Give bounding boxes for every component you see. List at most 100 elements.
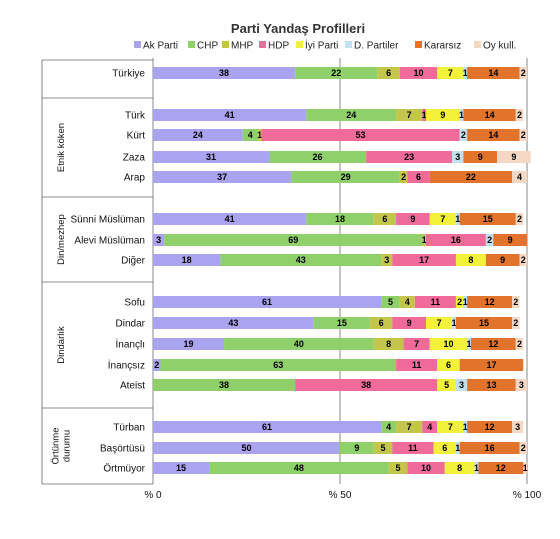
bar-value-label: 12: [485, 297, 495, 307]
bar-segment: [153, 254, 221, 266]
bar-segment: [153, 171, 292, 183]
bar-segment: [515, 338, 524, 350]
legend-swatch: [222, 41, 229, 48]
legend-swatch: [345, 41, 352, 48]
bar-segment: [291, 171, 400, 183]
bar-value-label: 7: [414, 339, 419, 349]
bar-segment: [429, 338, 468, 350]
bar-segment: [153, 462, 210, 474]
bar-segment: [455, 317, 513, 329]
row-label: Türk: [125, 111, 146, 122]
bar-value-label: 1: [467, 339, 472, 349]
bar-segment: [467, 296, 513, 308]
bar-value-label: 8: [468, 255, 473, 265]
bar-value-label: 2: [517, 214, 522, 224]
bar-value-label: 24: [193, 130, 203, 140]
bar-value-label: 11: [412, 360, 422, 370]
bar-segment: [459, 359, 524, 371]
bar-segment: [306, 109, 397, 121]
bar-segment: [429, 171, 513, 183]
bar-value-label: 18: [335, 214, 345, 224]
bar-segment: [153, 379, 296, 391]
bar-value-label: 14: [485, 110, 495, 120]
bar-segment: [373, 213, 397, 225]
x-axis-ticks: % 0 % 50 % 100: [144, 490, 541, 501]
bar-value-label: 15: [337, 318, 347, 328]
bar-segment: [459, 129, 468, 141]
bar-value-label: 17: [486, 360, 496, 370]
bar-value-label: 1: [455, 214, 460, 224]
bar-value-label: 1: [474, 463, 479, 473]
bar-value-label: 2: [517, 339, 522, 349]
bar-value-label: 5: [444, 380, 449, 390]
bar-segment: [313, 317, 370, 329]
bar-segment: [467, 379, 516, 391]
bar-value-label: 23: [404, 152, 414, 162]
bar-segment: [153, 296, 382, 308]
group-label: Etnik köken: [56, 123, 67, 172]
bar-value-label: 1: [422, 110, 427, 120]
bar-value-label: 12: [488, 339, 498, 349]
bar-value-label: 38: [219, 68, 229, 78]
bar-segment: [153, 442, 340, 454]
bar-segment: [242, 129, 258, 141]
bar-segment: [512, 421, 524, 433]
bar-segment: [407, 462, 445, 474]
row-label: Alevi Müslüman: [74, 236, 145, 247]
bar-value-label: 14: [488, 130, 498, 140]
bar-value-label: 1: [523, 463, 528, 473]
bar-value-label: 12: [485, 422, 495, 432]
bar-value-label: 31: [206, 152, 216, 162]
row-label: Türban: [113, 423, 145, 434]
bar-segment: [437, 379, 456, 391]
row-label: Ateist: [120, 381, 145, 392]
bar-segment: [455, 213, 460, 225]
bar-segment: [519, 129, 527, 141]
bar-segment: [515, 109, 524, 121]
bar-segment: [153, 67, 296, 79]
bar-value-label: 61: [262, 297, 272, 307]
bar-value-label: 41: [225, 110, 235, 120]
bar-segment: [373, 442, 393, 454]
bar-segment: [268, 151, 367, 163]
bar-segment: [392, 254, 456, 266]
row-label: Türkiye: [112, 69, 145, 80]
bar-value-label: 9: [511, 152, 516, 162]
bar-segment: [153, 151, 269, 163]
legend-swatch: [296, 41, 303, 48]
bar-value-label: 1: [257, 130, 262, 140]
bar-segment: [153, 129, 243, 141]
bar-value-label: 3: [384, 255, 389, 265]
row-label: Sünni Müslüman: [71, 215, 145, 226]
bar-segment: [459, 213, 516, 225]
bar-segment: [257, 129, 262, 141]
bar-segment: [340, 442, 374, 454]
bar-value-label: 17: [419, 255, 429, 265]
row-label: Örtmüyor: [103, 463, 145, 475]
bar-segment: [392, 442, 434, 454]
group-label: Dindarlık: [56, 326, 67, 364]
bar-value-label: 16: [485, 443, 495, 453]
bar-segment: [467, 338, 471, 350]
bar-segment: [429, 213, 456, 225]
bar-segment: [306, 213, 374, 225]
bar-value-label: 14: [488, 68, 498, 78]
bar-value-label: 38: [219, 380, 229, 390]
bar-segment: [512, 296, 520, 308]
bar-value-label: 9: [508, 235, 513, 245]
bar-value-label: 43: [228, 318, 238, 328]
legend-label: CHP: [197, 41, 218, 52]
bar-value-label: 12: [496, 463, 506, 473]
bar-value-label: 9: [440, 110, 445, 120]
bar-value-label: 2: [461, 130, 466, 140]
bar-value-label: 13: [486, 380, 496, 390]
bar-value-label: 9: [354, 443, 359, 453]
bar-value-label: 15: [176, 463, 186, 473]
bar-value-label: 6: [386, 68, 391, 78]
bar-value-label: 2: [513, 297, 518, 307]
legend-swatch: [474, 41, 481, 48]
row-label: Zaza: [123, 153, 146, 164]
bar-segment: [422, 234, 427, 246]
bar-segment: [523, 462, 527, 474]
